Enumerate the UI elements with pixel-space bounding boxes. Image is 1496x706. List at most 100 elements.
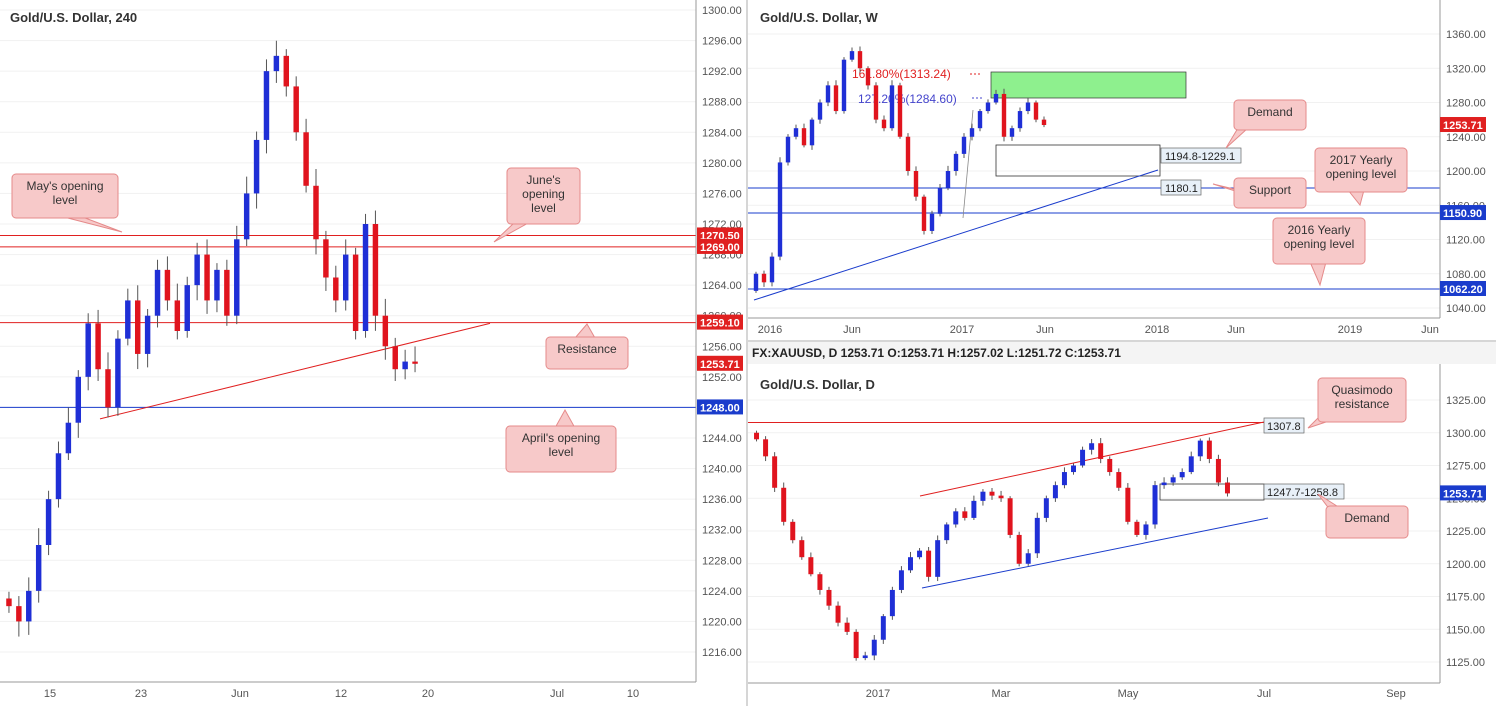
daily-candle [889, 589, 895, 617]
resistance-note: Resistance [545, 323, 629, 370]
daily-demand-note-text: Demand [1344, 511, 1389, 525]
h4-candle [293, 86, 299, 133]
weekly-time-tick: 2018 [1145, 324, 1169, 336]
fib-161-label: 161.80%(1313.24) [852, 67, 951, 81]
weekly-candle [761, 273, 767, 283]
h4-candle [313, 185, 319, 240]
yearly-2016-note-box [1272, 217, 1366, 265]
aprils-opening-level-note-text: April's opening [522, 431, 600, 445]
fib-swing-line [962, 109, 974, 219]
daily-candle [1107, 458, 1113, 473]
daily-chart[interactable]: FX:XAUUSD, D 1253.71 O:1253.71 H:1257.02… [748, 342, 1496, 706]
h4-candle [342, 254, 349, 301]
junes-opening-level-note-text: opening [522, 187, 565, 201]
daily-candle [799, 540, 805, 558]
yearly-2017-note-box [1314, 147, 1408, 193]
weekly-chart[interactable]: 161.80%(1313.24) 127.20%(1284.60) 1194.8-1… [748, 0, 1496, 340]
weekly-candle [777, 162, 783, 257]
weekly-candle [913, 171, 919, 197]
daily-candle [1043, 498, 1049, 518]
daily-candle [1134, 521, 1140, 535]
daily-chart-title: Gold/U.S. Dollar, D [760, 377, 875, 392]
daily-candle [1034, 517, 1040, 554]
h4-candle [75, 376, 82, 423]
h4-candle [174, 300, 181, 331]
resistance-note-box [545, 336, 629, 370]
weekly-time-tick: Jun [1227, 324, 1245, 336]
h4-candle [125, 300, 131, 339]
h4-price-tag-bg [697, 238, 743, 254]
daily-candle [898, 570, 904, 590]
h4-chart[interactable]: May's openinglevelJune'sopeninglevelResi… [0, 0, 746, 706]
h4-chart-panel[interactable]: May's opening level June's opening level Resi… [0, 0, 746, 706]
h4-price-tick: 1236.00 [702, 494, 742, 506]
daily-price-tick: 1150.00 [1446, 624, 1485, 636]
demand-zone-label-bg [1160, 147, 1242, 164]
daily-candle [1215, 458, 1221, 483]
h4-candle [362, 224, 369, 331]
daily-demand-note: Demand [1317, 493, 1409, 539]
horizontal-divider [748, 340, 1496, 342]
daily-candle [1080, 449, 1086, 466]
quasimodo-resistance-note-text: Quasimodo [1331, 383, 1393, 397]
daily-candle [953, 511, 959, 525]
h4-time-tick: 20 [422, 688, 434, 700]
daily-candle [1170, 477, 1176, 483]
weekly-candle [753, 273, 759, 291]
weekly-candle [841, 59, 847, 112]
daily-demand-note-box [1325, 505, 1409, 539]
daily-price-tick: 1125.00 [1446, 657, 1485, 669]
daily-candle [790, 521, 796, 541]
daily-candle [817, 574, 823, 590]
daily-candle [871, 639, 877, 656]
weekly-trendline [753, 169, 1159, 301]
h4-price-tag-label: 1248.00 [700, 402, 740, 414]
h4-price-tick: 1252.00 [702, 372, 742, 384]
daily-chart-panel[interactable]: FX:XAUUSD, D 1253.71 O:1253.71 H:1257.02… [748, 342, 1496, 706]
weekly-demand-note-pointer [1225, 127, 1250, 149]
h4-candle [253, 139, 260, 194]
h4-price-tag-bg [697, 399, 743, 415]
h4-candle [333, 277, 339, 301]
weekly-chart-title: Gold/U.S. Dollar, W [760, 10, 878, 25]
weekly-price-tag-label: 1062.20 [1443, 284, 1483, 296]
daily-candle [1089, 443, 1095, 450]
h4-candle [26, 590, 32, 622]
h4-candle [273, 55, 280, 72]
h4-candle [6, 598, 12, 607]
weekly-candle [945, 171, 951, 189]
h4-price-tick: 1300.00 [702, 5, 742, 17]
h4-candle [303, 132, 309, 186]
h4-candle [263, 71, 270, 140]
h4-time-tick: 15 [44, 688, 56, 700]
weekly-candle [809, 119, 815, 146]
daily-candle [1061, 472, 1067, 486]
weekly-candle [881, 119, 887, 129]
h4-time-tick: 23 [135, 688, 147, 700]
daily-price-tag-label: 1253.71 [1443, 488, 1483, 500]
daily-candle [1016, 534, 1022, 564]
daily-candle [781, 487, 787, 522]
vertical-divider [746, 0, 748, 706]
yearly-2016-note-text: 2016 Yearly [1288, 223, 1351, 237]
daily-candle [835, 605, 841, 623]
h4-candle [352, 254, 359, 331]
h4-price-tick: 1288.00 [702, 97, 742, 109]
daily-candle [880, 616, 886, 640]
resistance-note-pointer [573, 323, 596, 339]
daily-price-tick: 1325.00 [1446, 395, 1486, 407]
weekly-price-tag-bg [1440, 280, 1486, 296]
weekly-time-tick: Jun [843, 324, 861, 336]
weekly-chart-panel[interactable]: 161.80%(1313.24) 127.20%(1284.60) 1194.8-1… [748, 0, 1496, 340]
daily-candle [1179, 472, 1185, 478]
h4-price-tick: 1276.00 [702, 188, 742, 200]
daily-candle [844, 622, 850, 632]
h4-price-tick: 1228.00 [702, 555, 742, 567]
weekly-time-tick: 2019 [1338, 324, 1362, 336]
h4-time-tick: 12 [335, 688, 347, 700]
daily-time-tick: Sep [1386, 688, 1406, 700]
daily-candle [926, 550, 932, 577]
daily-candle [1197, 440, 1203, 457]
h4-candle [214, 269, 220, 301]
weekly-candle [865, 68, 871, 86]
